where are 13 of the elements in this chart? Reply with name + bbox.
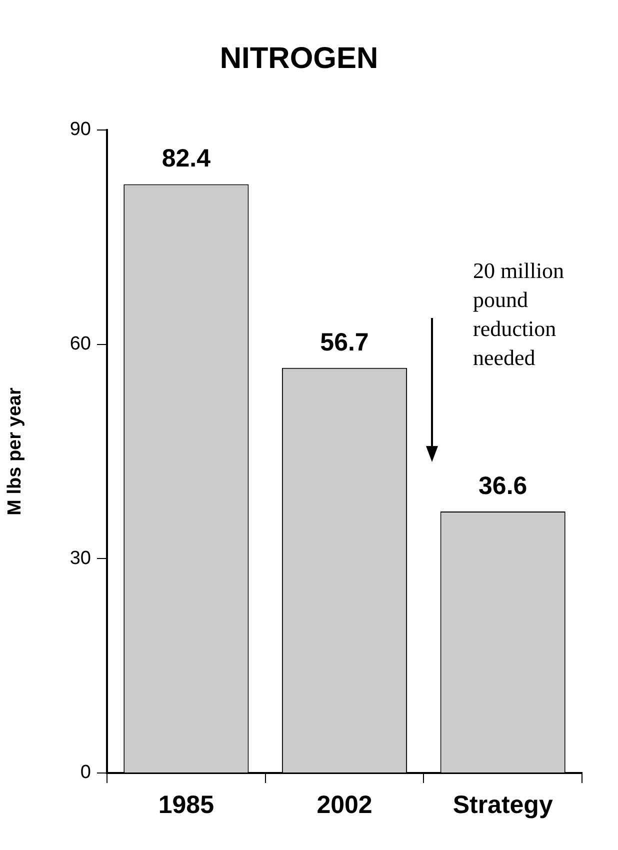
y-axis-title: M lbs per year xyxy=(4,387,26,516)
x-tick-label: Strategy xyxy=(452,790,553,819)
x-tick-label: 2002 xyxy=(316,790,372,819)
data-label: 56.7 xyxy=(320,328,369,356)
y-tick-label: 90 xyxy=(70,119,91,140)
y-tick-label: 60 xyxy=(70,334,91,355)
data-label: 36.6 xyxy=(478,472,528,500)
annotation: 20 million pound reduction needed xyxy=(473,257,566,372)
y-tick-label: 30 xyxy=(70,548,91,569)
y-tick-label: 0 xyxy=(80,762,91,784)
data-label: 82.4 xyxy=(162,144,211,173)
chart-title: NITROGEN xyxy=(218,42,380,76)
x-tick-label: 1985 xyxy=(158,790,214,819)
